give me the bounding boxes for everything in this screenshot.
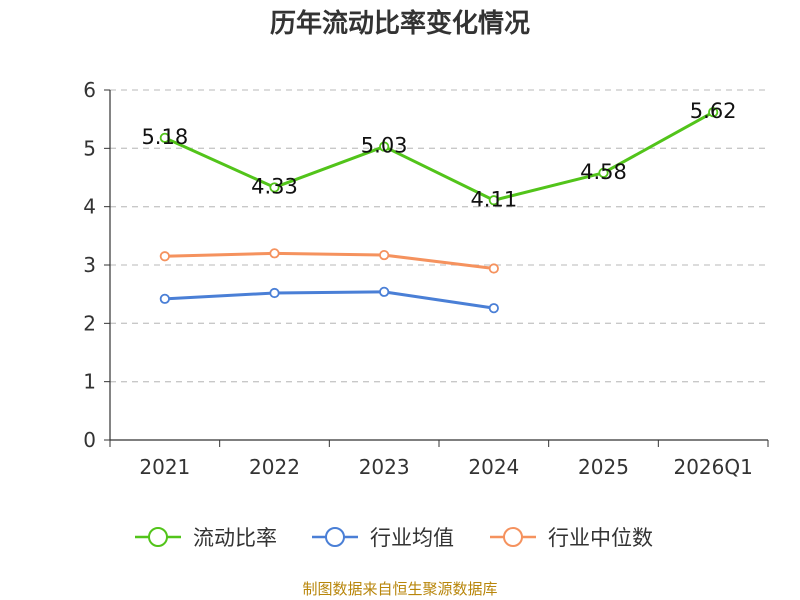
y-tick-label: 0 — [83, 428, 96, 452]
data-point — [159, 251, 170, 262]
data-point — [269, 287, 280, 299]
data-label: 5.03 — [361, 134, 408, 158]
y-tick-label: 6 — [83, 78, 96, 102]
data-label: 5.62 — [690, 99, 737, 123]
legend: 流动比率 行业均值 行业中位数 — [135, 526, 653, 550]
data-label: 4.33 — [251, 174, 298, 198]
data-label: 5.18 — [141, 125, 188, 149]
y-tick-label: 5 — [83, 136, 96, 160]
legend-label: 流动比率 — [193, 526, 277, 550]
y-axis-tick-labels: 0 1 2 3 4 5 6 — [83, 78, 96, 452]
data-point — [159, 132, 170, 143]
series-lines — [164, 110, 714, 310]
data-point — [598, 167, 609, 178]
legend-swatch-marker — [148, 527, 168, 547]
data-point — [708, 107, 719, 118]
legend-swatch-marker — [503, 527, 523, 547]
series-line-2 — [164, 251, 495, 270]
axes — [104, 89, 769, 447]
data-labels: 5.18 4.33 5.03 4.11 4.58 5.62 — [141, 99, 736, 211]
data-point — [159, 293, 170, 304]
x-tick-label: 2023 — [359, 455, 410, 479]
series-line-0 — [164, 110, 714, 202]
x-tick-label: 2021 — [139, 455, 190, 479]
x-tick-label: 2022 — [249, 455, 300, 479]
series-points — [159, 107, 719, 314]
data-point — [269, 182, 280, 193]
data-point — [488, 263, 499, 274]
y-tick-label: 4 — [83, 195, 96, 219]
legend-label: 行业中位数 — [548, 526, 653, 550]
y-tick-label: 2 — [83, 311, 96, 335]
series-line-1 — [164, 290, 495, 310]
y-tick-label: 1 — [83, 370, 96, 394]
x-tick-label: 2024 — [468, 455, 519, 479]
x-axis-tick-labels: 2021 2022 2023 2024 2025 2026Q1 — [139, 455, 752, 479]
data-point — [379, 249, 390, 261]
chart-title: 历年流动比率变化情况 — [270, 8, 530, 39]
gridlines — [110, 89, 768, 383]
data-point — [488, 303, 499, 314]
y-tick-label: 3 — [83, 253, 96, 277]
data-point — [269, 248, 280, 259]
source-note: 制图数据来自恒生聚源数据库 — [302, 580, 497, 598]
legend-swatch-marker — [325, 527, 345, 547]
data-point — [379, 141, 390, 152]
data-point — [488, 195, 499, 206]
data-label: 4.58 — [580, 160, 627, 184]
data-label: 4.11 — [470, 187, 517, 211]
data-point — [379, 286, 390, 297]
x-tick-label: 2026Q1 — [673, 455, 752, 479]
legend-label: 行业均值 — [370, 526, 454, 550]
x-tick-label: 2025 — [578, 455, 629, 479]
